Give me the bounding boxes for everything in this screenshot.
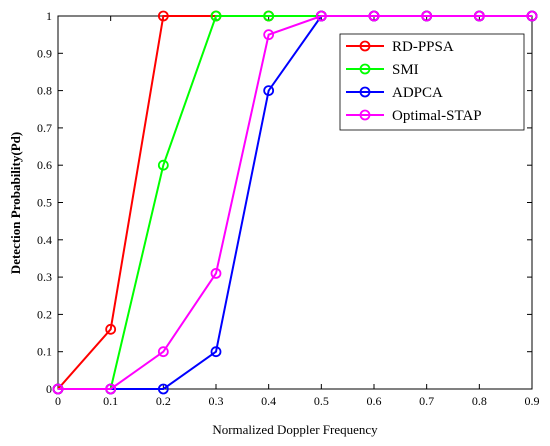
x-tick-label: 0.9 (525, 394, 540, 408)
y-tick-label: 0.2 (37, 307, 52, 321)
x-tick-label: 0.2 (156, 394, 171, 408)
legend-label: SMI (392, 62, 419, 78)
series-layer (52, 10, 538, 395)
data-point-optimal-stap (526, 10, 538, 22)
y-tick-label: 0.3 (37, 270, 52, 284)
y-tick-label: 0.9 (37, 46, 52, 60)
legend-item-adpca: ADPCA (346, 85, 443, 101)
y-tick-label: 1 (46, 9, 52, 23)
series-optimal-stap (52, 10, 538, 395)
data-point-smi (210, 10, 222, 22)
data-point-optimal-stap (105, 383, 117, 395)
legend-swatch-marker (359, 86, 371, 98)
x-tick-label: 0 (55, 394, 61, 408)
legend-swatch-marker (359, 63, 371, 75)
legend-label: ADPCA (392, 85, 443, 101)
y-tick-label: 0.8 (37, 84, 52, 98)
y-tick-label: 0.4 (37, 233, 52, 247)
legend-item-optimal-stap: Optimal-STAP (346, 108, 482, 124)
data-point-adpca (157, 383, 169, 395)
data-point-optimal-stap (157, 346, 169, 358)
series-line-optimal-stap (58, 15, 532, 390)
data-point-optimal-stap (421, 10, 433, 22)
y-axis-label: Detection Probability(Pd) (8, 132, 23, 274)
axis-ticks: 0 0.1 0.2 0.3 0.4 0.5 0.6 0.7 0.8 0.9 0 0.1 0.2 0.3 0.… (37, 9, 540, 408)
x-tick-label: 0.7 (419, 394, 434, 408)
y-tick-label: 0.5 (37, 196, 52, 210)
legend-item-smi: SMI (346, 62, 419, 78)
x-tick-label: 0.6 (367, 394, 382, 408)
legend-item-rd-ppsa: RD-PPSA (346, 39, 454, 55)
x-tick-label: 0.1 (103, 394, 118, 408)
data-point-optimal-stap (368, 10, 380, 22)
data-point-optimal-stap (210, 267, 222, 279)
data-point-rd-ppsa (105, 323, 117, 335)
data-point-optimal-stap (315, 10, 327, 22)
y-tick-label: 0.7 (37, 121, 52, 135)
legend-swatch-marker (359, 40, 371, 52)
data-point-smi (157, 159, 169, 171)
y-tick-label: 0.6 (37, 158, 52, 172)
data-point-optimal-stap (473, 10, 485, 22)
x-tick-label: 0.4 (261, 394, 276, 408)
x-tick-label: 0.5 (314, 394, 329, 408)
legend: RD-PPSA SMI ADPCA Optimal-STAP (339, 33, 525, 131)
data-point-rd-ppsa (157, 10, 169, 22)
legend-label: Optimal-STAP (392, 108, 482, 124)
y-tick-label: 0.1 (37, 345, 52, 359)
y-tick-label: 0 (46, 382, 52, 396)
data-point-smi (263, 10, 275, 22)
data-point-adpca (263, 85, 275, 96)
legend-label: RD-PPSA (392, 39, 454, 55)
x-tick-label: 0.8 (472, 394, 487, 408)
data-point-optimal-stap (263, 29, 275, 41)
data-point-optimal-stap (52, 383, 64, 395)
x-tick-label: 0.3 (209, 394, 224, 408)
legend-swatch-marker (359, 109, 371, 121)
data-point-adpca (210, 346, 222, 358)
x-axis-label: Normalized Doppler Frequency (212, 422, 378, 437)
